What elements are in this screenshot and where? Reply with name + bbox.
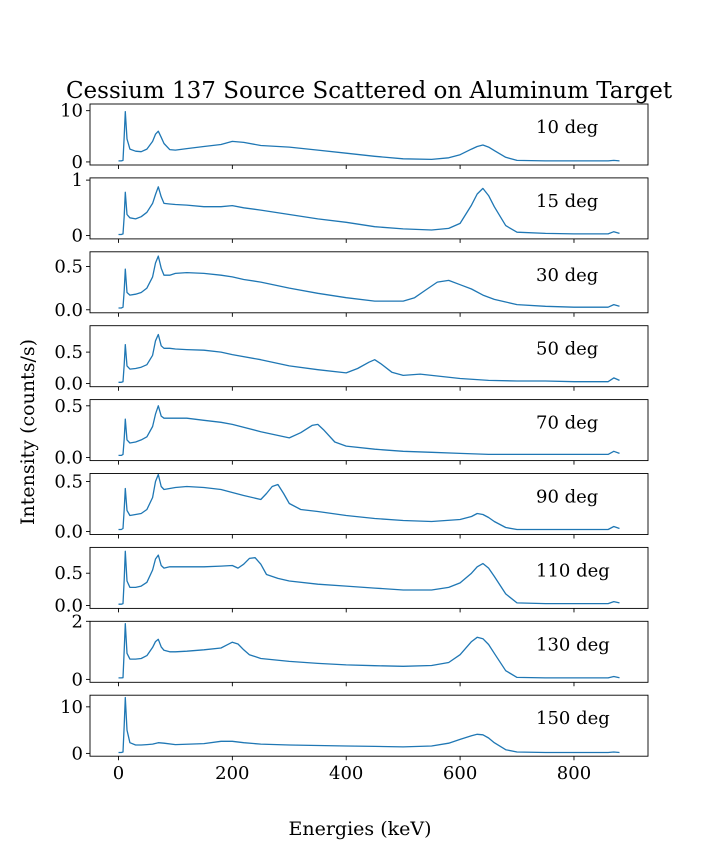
y-tick-label: 0 [72, 226, 83, 247]
panel-angle-label: 90 deg [536, 487, 598, 508]
panel-angle-label: 10 deg [536, 117, 598, 138]
axes-frame [89, 103, 649, 166]
y-tick-label: 0.5 [54, 563, 83, 584]
y-tick-label: 0.0 [54, 447, 83, 468]
panel-angle-label: 130 deg [536, 634, 610, 655]
spectrum-line-1 [118, 111, 620, 162]
subplot-8: 0 2 130 deg [72, 611, 649, 690]
y-tick-label: 0.5 [54, 396, 83, 417]
axes-frame [89, 473, 649, 535]
y-tick-label: 1 [72, 170, 83, 191]
y-tick-label: 0.0 [54, 300, 83, 321]
subplot-3: 0.0 0.5 30 deg [54, 251, 649, 321]
axes-frame [89, 251, 649, 314]
subplot-7: 0.0 0.5 110 deg [54, 546, 649, 616]
panel-angle-label: 30 deg [536, 265, 598, 286]
subplot-6: 0.0 0.5 90 deg [54, 472, 649, 543]
axes-frame [89, 177, 649, 240]
spectrum-line-2 [118, 186, 620, 236]
y-tick-label: 10 [60, 101, 83, 122]
y-tick-label: 0.5 [54, 472, 83, 493]
subplot-1: 0 10 10 deg [60, 101, 649, 173]
spectrum-line-6 [118, 473, 620, 531]
panel-angle-label: 110 deg [536, 560, 610, 581]
panel-angle-label: 70 deg [536, 413, 598, 434]
y-tick-label: 0.5 [54, 257, 83, 278]
spectrum-line-5 [118, 405, 620, 457]
spectrum-line-8 [118, 622, 620, 679]
spectrum-line-9 [118, 696, 620, 754]
x-tick-label: 800 [557, 763, 591, 784]
y-tick-label: 0 [72, 152, 83, 173]
x-axis-label: Energies (keV) [288, 818, 431, 840]
x-tick-label: 0 [113, 763, 124, 784]
spectrum-line-3 [118, 255, 620, 309]
y-tick-label: 0 [72, 743, 83, 764]
axes-frame [89, 620, 649, 683]
y-tick-label: 0.0 [54, 522, 83, 543]
axes-frame [89, 325, 649, 388]
spectrum-line-4 [118, 333, 620, 383]
y-tick-label: 10 [60, 697, 83, 718]
y-axis-label: Intensity (counts/s) [17, 339, 39, 525]
y-tick-label: 0.0 [54, 374, 83, 395]
y-tick-label: 2 [72, 611, 83, 632]
subplot-4: 0.0 0.5 50 deg [54, 325, 649, 395]
x-tick-label: 400 [329, 763, 363, 784]
axes-frame [89, 399, 649, 462]
subplot-2: 0 1 15 deg [72, 170, 649, 247]
x-tick-label: 600 [443, 763, 477, 784]
spectrum-line-7 [118, 550, 620, 605]
y-tick-label: 0.5 [54, 342, 83, 363]
panel-angle-label: 150 deg [536, 708, 610, 729]
y-tick-label: 0 [72, 669, 83, 690]
y-tick-label: 0.0 [54, 595, 83, 616]
subplot-5: 0.0 0.5 70 deg [54, 396, 649, 468]
axes-frame [89, 546, 649, 609]
panel-angle-label: 50 deg [536, 339, 598, 360]
figure-title: Cessium 137 Source Scattered on Aluminum… [66, 78, 673, 104]
panel-angle-label: 15 deg [536, 191, 598, 212]
x-tick-label: 200 [215, 763, 249, 784]
axes-frame [89, 694, 649, 757]
